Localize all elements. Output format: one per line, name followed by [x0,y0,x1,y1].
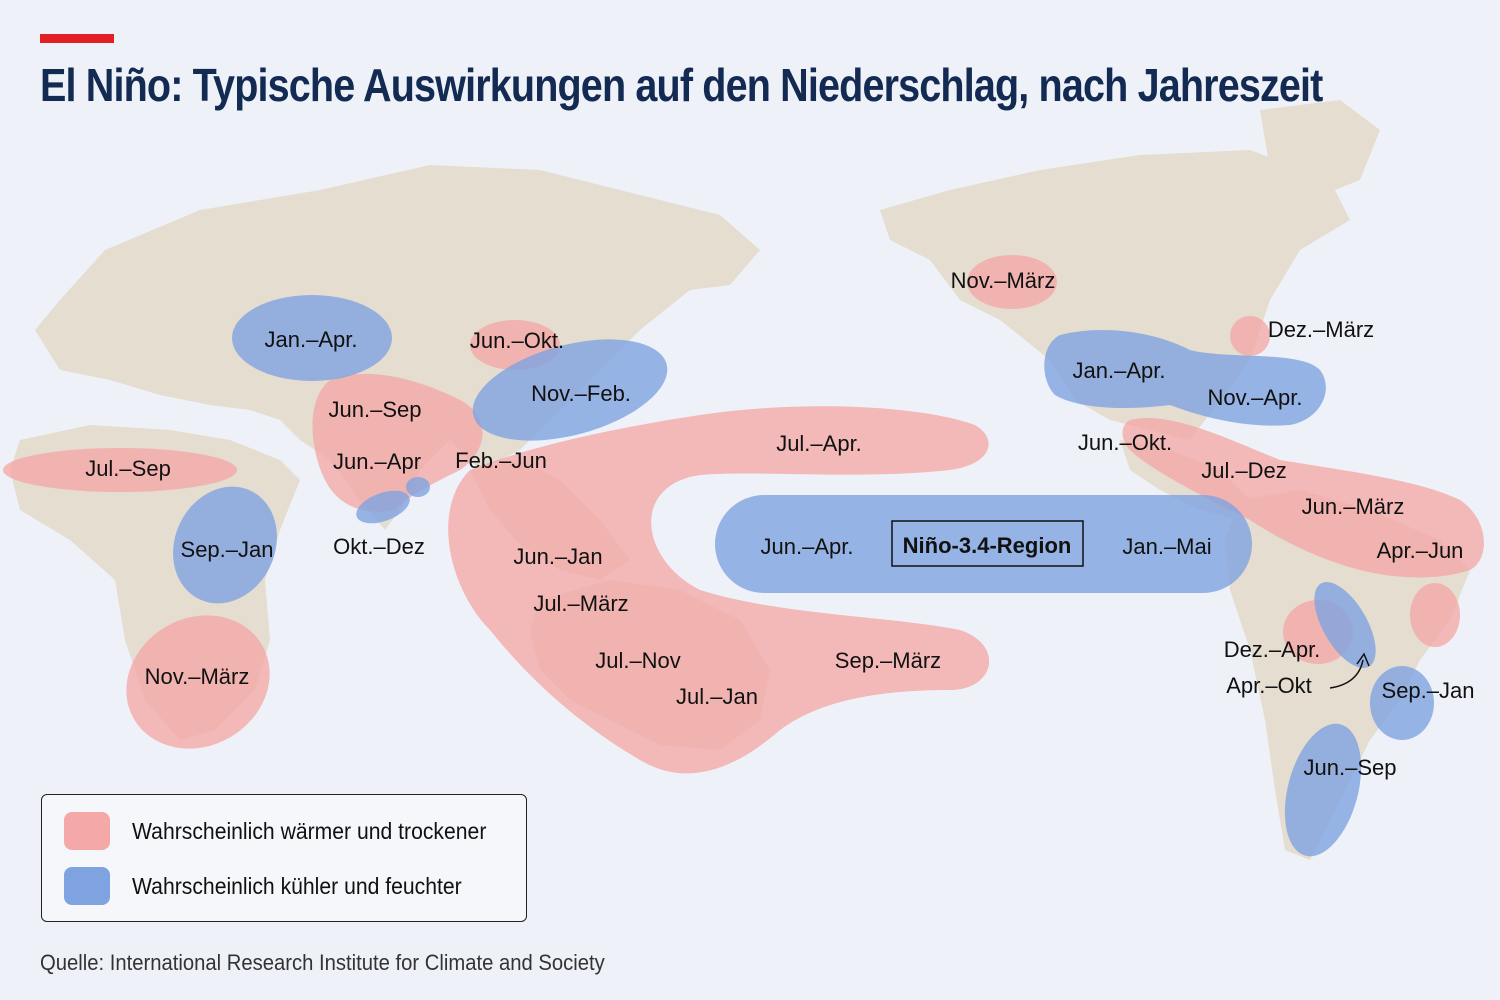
label-indonesia: Jun.–Jan [513,544,602,569]
label-africa-south: Nov.–März [145,664,250,689]
label-us-northeast: Dez.–März [1268,317,1374,342]
label-africa-east: Sep.–Jan [181,537,274,562]
label-canada: Nov.–März [951,268,1056,293]
dry-zone-us-northeast [1230,316,1270,356]
wet-zone-india-south [356,490,410,524]
wet-zone-pacific-eq [715,495,1252,593]
legend-swatch-dry [64,812,110,850]
label-pacific-north: Jul.–Apr. [776,431,862,456]
label-pacific-west-eq: Jun.–Apr. [761,534,854,559]
dry-zone-middle-east-india [312,373,483,512]
nino-region-box [891,520,1084,567]
legend: Wahrscheinlich wärmer und trockener Wahr… [41,794,527,922]
dry-zone-pacific [448,406,990,774]
map-labels: Jul.–Sep Sep.–Jan Nov.–März Jan.–Apr. Ju… [85,268,1474,780]
label-china-north: Jun.–Okt. [470,328,564,353]
label-india-south: Okt.–Dez [333,534,425,559]
wet-zone-brazil-south [1370,666,1434,740]
arrow-head [1356,652,1370,667]
label-japan: Nov.–Feb. [531,381,631,406]
dry-zone-brazil-ne [1410,583,1460,647]
wet-zone-sri-lanka [406,477,430,497]
wet-zone-us [1044,330,1326,426]
chart-title: El Niño: Typische Auswirkungen auf den N… [40,59,1323,111]
label-central-america: Jul.–Dez [1201,458,1287,483]
dry-zone-canada [967,255,1057,309]
wet-zone-africa-east [173,486,277,604]
dry-zone-central-south-america [1122,418,1484,578]
label-pacific-south: Sep.–März [835,648,941,673]
label-mexico: Jun.–Okt. [1078,430,1172,455]
label-argentina: Jun.–Sep [1304,755,1397,780]
label-south-america-north: Jun.–März [1302,494,1405,519]
wet-zone-japan [472,339,668,441]
legend-label-dry: Wahrscheinlich wärmer und trockener [132,817,487,844]
accent-bar [40,34,114,43]
label-australia-north: Jul.–März [533,591,628,616]
legend-label-wet: Wahrscheinlich kühler und feuchter [132,872,462,899]
land-greenland [1260,100,1380,200]
wet-zone-argentina [1284,723,1362,857]
label-brazil-south: Sep.–Jan [1382,678,1475,703]
label-india: Jun.–Apr [333,449,421,474]
legend-item-dry: Wahrscheinlich wärmer und trockener [64,811,517,851]
label-bolivia: Dez.–Apr. [1224,637,1321,662]
label-brazil-ne: Apr.–Jun [1377,538,1464,563]
label-nino-region: Niño-3.4-Region [903,533,1072,558]
wet-zones [173,295,1434,857]
dry-zone-africa-south [126,615,270,749]
arrow-pointer [1329,659,1364,689]
land-south-america [1225,490,1470,860]
label-pacific-east-eq: Jan.–Mai [1122,534,1211,559]
label-middle-east: Jun.–Sep [329,397,422,422]
legend-swatch-wet [64,867,110,905]
wet-zone-europe [232,295,392,381]
dry-zones [3,255,1484,774]
legend-item-wet: Wahrscheinlich kühler und feuchter [64,866,490,906]
label-australia-mid: Jul.–Nov [595,648,681,673]
wet-zone-south-america-mid [1314,582,1376,668]
label-se-asia-north: Feb.–Jun [455,448,547,473]
land-eurasia [35,165,760,530]
dry-zone-africa-west [3,448,237,492]
label-africa-west: Jul.–Sep [85,456,171,481]
label-south-america-mid: Apr.–Okt [1226,673,1312,698]
source-note: Quelle: International Research Institute… [40,950,605,975]
label-europe: Jan.–Apr. [265,327,358,352]
label-australia-south: Jul.–Jan [676,684,758,709]
label-us-west: Jan.–Apr. [1073,358,1166,383]
label-us-east: Nov.–Apr. [1208,385,1303,410]
